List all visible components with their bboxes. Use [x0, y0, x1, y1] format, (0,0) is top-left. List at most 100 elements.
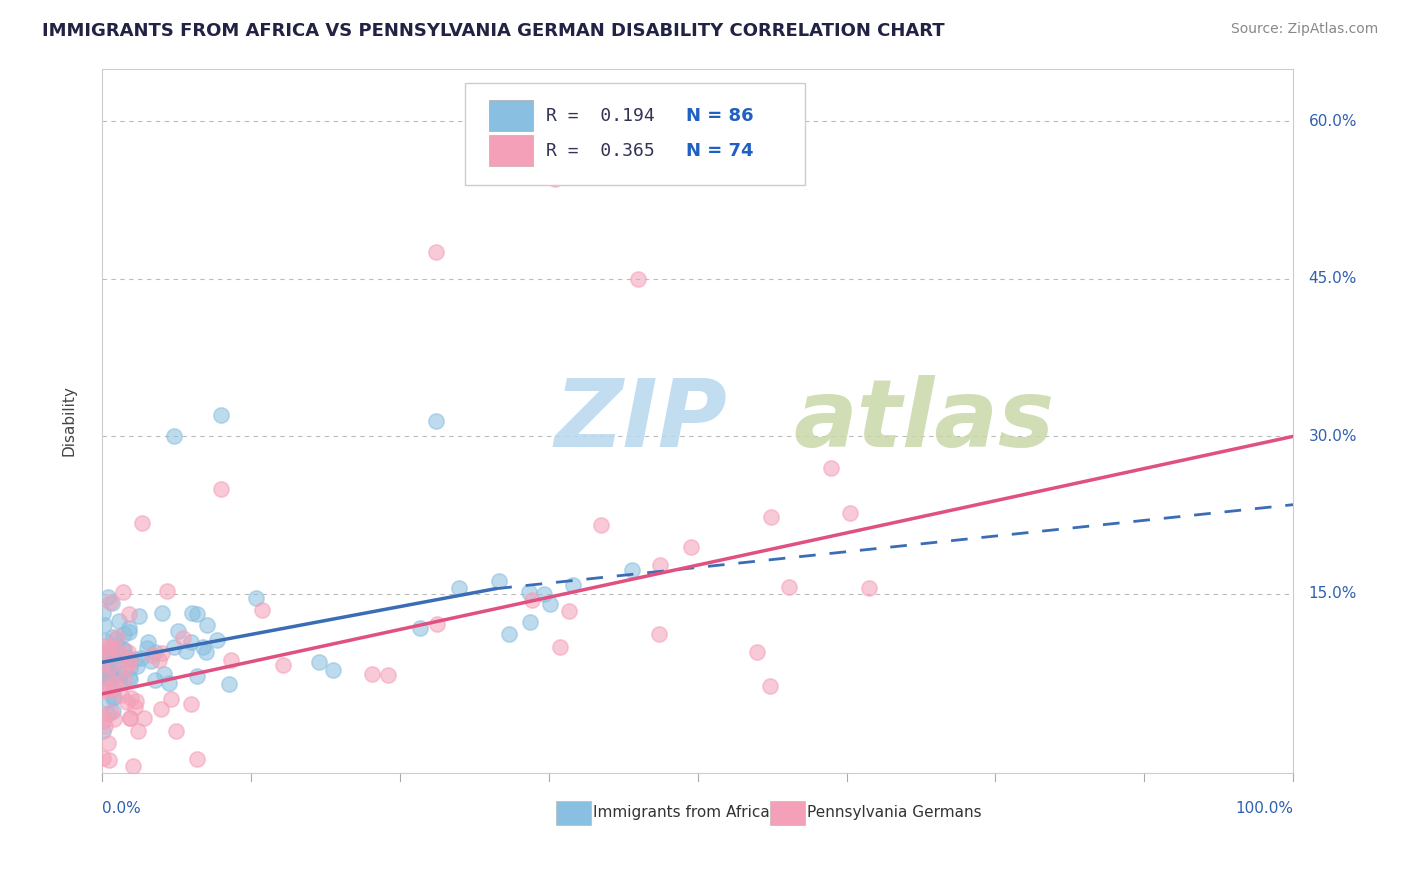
Point: [447, 582, 470, 596]
Point: [648, 626, 671, 640]
Point: [100, 596, 122, 610]
Text: IMMIGRANTS FROM AFRICA VS PENNSYLVANIA GERMAN DISABILITY CORRELATION CHART: IMMIGRANTS FROM AFRICA VS PENNSYLVANIA G…: [42, 22, 945, 40]
Text: 15.0%: 15.0%: [1309, 587, 1357, 601]
Text: ZIP: ZIP: [555, 375, 728, 467]
Point: [108, 647, 131, 661]
Point: [101, 659, 124, 673]
Point: [120, 661, 142, 675]
Point: [544, 172, 567, 186]
Text: R =  0.365: R = 0.365: [547, 142, 655, 160]
Point: [627, 271, 650, 285]
Point: [150, 647, 173, 661]
Point: [118, 711, 141, 725]
Point: [93, 664, 115, 678]
Point: [533, 587, 555, 601]
Point: [165, 723, 187, 738]
Point: [163, 640, 186, 654]
Point: [108, 614, 131, 628]
Point: [117, 645, 139, 659]
Point: [101, 651, 124, 665]
Point: [91, 606, 114, 620]
Text: 30.0%: 30.0%: [1309, 429, 1357, 444]
Point: [98, 662, 121, 676]
Point: [97, 652, 120, 666]
Point: [127, 724, 149, 739]
Point: [125, 693, 148, 707]
Point: [124, 652, 146, 666]
Point: [209, 409, 232, 423]
Point: [110, 666, 132, 681]
Point: [112, 585, 135, 599]
Point: [180, 635, 202, 649]
Point: [558, 604, 581, 618]
Point: [91, 707, 114, 722]
Point: [98, 640, 121, 654]
Point: [97, 706, 120, 721]
Point: [96, 646, 118, 660]
Point: [150, 606, 173, 620]
Point: [747, 645, 769, 659]
FancyBboxPatch shape: [770, 801, 804, 825]
Point: [186, 669, 208, 683]
Point: [498, 626, 520, 640]
Point: [180, 698, 202, 712]
Point: [118, 621, 141, 635]
Point: [112, 626, 135, 640]
Point: [115, 695, 138, 709]
Point: [122, 758, 145, 772]
Point: [156, 583, 179, 598]
Text: atlas: atlas: [793, 375, 1054, 467]
Point: [761, 509, 783, 524]
Point: [118, 652, 141, 666]
Text: Source: ZipAtlas.com: Source: ZipAtlas.com: [1230, 22, 1378, 37]
Point: [104, 645, 127, 659]
Point: [93, 647, 115, 661]
Point: [108, 673, 131, 688]
Point: [94, 634, 117, 648]
Point: [100, 705, 122, 719]
Point: [91, 655, 114, 669]
Point: [145, 645, 167, 659]
Point: [157, 676, 180, 690]
Point: [620, 563, 643, 577]
Point: [377, 668, 399, 682]
Point: [425, 245, 447, 260]
Point: [91, 750, 114, 764]
Point: [104, 676, 127, 690]
Point: [839, 507, 862, 521]
Point: [94, 659, 117, 673]
Point: [97, 590, 120, 604]
Point: [101, 690, 124, 705]
Point: [591, 518, 613, 533]
Text: 45.0%: 45.0%: [1309, 271, 1357, 286]
Text: Immigrants from Africa: Immigrants from Africa: [593, 805, 769, 821]
Point: [195, 618, 218, 632]
Point: [172, 631, 194, 645]
Point: [91, 714, 114, 728]
Point: [112, 673, 135, 687]
Point: [105, 632, 128, 646]
Point: [149, 702, 172, 716]
Point: [820, 460, 842, 475]
Point: [96, 672, 118, 686]
Point: [103, 640, 125, 655]
Point: [93, 646, 115, 660]
Point: [112, 642, 135, 657]
Point: [94, 665, 117, 680]
FancyBboxPatch shape: [465, 83, 804, 185]
Point: [186, 751, 208, 765]
Point: [101, 681, 124, 696]
Point: [308, 655, 330, 669]
Text: 60.0%: 60.0%: [1309, 113, 1357, 128]
Point: [105, 638, 128, 652]
Point: [98, 595, 121, 609]
Point: [250, 603, 273, 617]
Point: [648, 558, 671, 572]
Text: N = 74: N = 74: [686, 142, 754, 160]
Point: [425, 414, 447, 428]
Point: [219, 653, 242, 667]
Point: [148, 653, 170, 667]
Point: [186, 607, 208, 621]
Point: [167, 624, 190, 639]
FancyBboxPatch shape: [489, 136, 533, 167]
